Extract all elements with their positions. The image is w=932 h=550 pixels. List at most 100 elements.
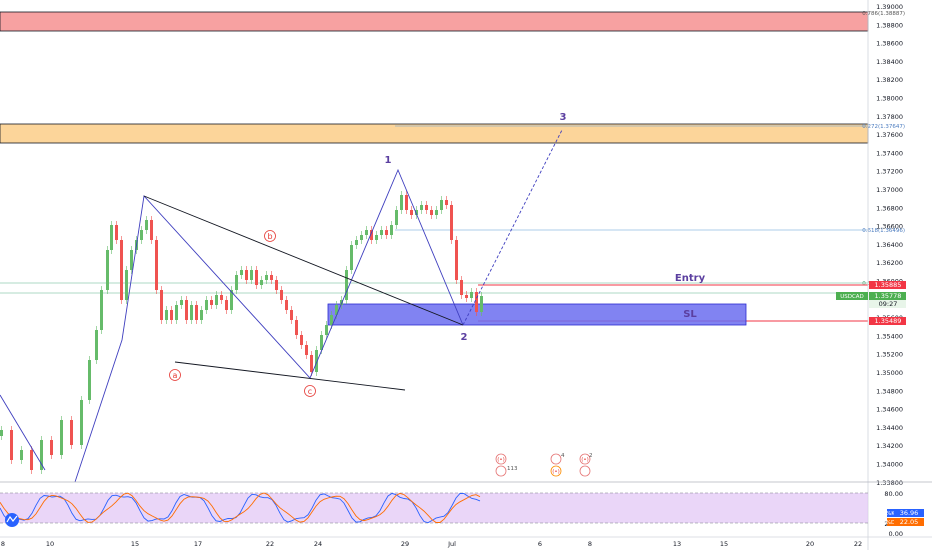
candle-body bbox=[295, 320, 298, 335]
stoch-d-line bbox=[0, 492, 481, 523]
price-tick-label: 1.38600 bbox=[876, 40, 903, 48]
candle-body bbox=[270, 275, 273, 280]
svg-text:09:27: 09:27 bbox=[879, 300, 898, 308]
price-tick-label: 1.34200 bbox=[876, 442, 903, 450]
price-pane[interactable] bbox=[0, 0, 868, 482]
price-axis[interactable]: 1.39000 1.38800 1.38600 1.38400 1.38200 1.380… bbox=[876, 3, 903, 487]
tradingview-logo-icon[interactable] bbox=[5, 513, 19, 527]
event-marker-ca-3[interactable]: (•) 2 bbox=[579, 453, 593, 465]
event-marker-ca-1[interactable]: (•) bbox=[495, 453, 507, 465]
price-tick-label: 1.37400 bbox=[876, 149, 903, 157]
svg-text:36.96: 36.96 bbox=[900, 509, 919, 517]
svg-text:b: b bbox=[267, 232, 272, 241]
price-tick-label: 1.35200 bbox=[876, 351, 903, 359]
candle-body bbox=[150, 220, 153, 240]
candle-body bbox=[385, 230, 388, 235]
svg-text:c: c bbox=[308, 387, 312, 396]
candle-body bbox=[10, 430, 13, 460]
wave-2-label: 2 bbox=[461, 332, 468, 343]
price-tick-label: 1.34000 bbox=[876, 461, 903, 469]
candle-body bbox=[60, 420, 63, 455]
candle-body bbox=[405, 195, 408, 210]
candle-body bbox=[140, 230, 143, 240]
candle-body bbox=[290, 310, 293, 320]
candle-body bbox=[80, 400, 83, 445]
candle-body bbox=[420, 205, 423, 210]
wave-line-left bbox=[0, 394, 46, 471]
candle-body bbox=[265, 275, 268, 280]
resistance-zone[interactable] bbox=[0, 11, 869, 32]
price-tick-label: 1.33800 bbox=[876, 479, 903, 487]
candle-body bbox=[230, 290, 233, 310]
candle-body bbox=[0, 430, 3, 436]
candle-body bbox=[215, 295, 218, 305]
candle-body bbox=[350, 245, 353, 270]
candle-body bbox=[475, 292, 478, 312]
candle-body bbox=[275, 280, 278, 290]
target-zone[interactable] bbox=[0, 123, 869, 144]
wave-3-label: 3 bbox=[560, 112, 567, 123]
current-price-badge: 1.35778 bbox=[869, 292, 906, 300]
d-value-badge: %D 22.05 bbox=[886, 518, 924, 526]
trendline-lower bbox=[174, 361, 406, 391]
candle-body bbox=[200, 310, 203, 320]
candle-body bbox=[205, 300, 208, 310]
candle-body bbox=[430, 210, 433, 215]
candle-body bbox=[480, 296, 483, 312]
candle-body bbox=[130, 250, 133, 270]
candle-body bbox=[400, 195, 403, 210]
price-tick-label: 1.34600 bbox=[876, 406, 903, 414]
svg-text:%K: %K bbox=[886, 511, 895, 517]
candle-body bbox=[440, 200, 443, 210]
svg-text:1.35489: 1.35489 bbox=[875, 317, 902, 325]
price-tick-label: 1.38800 bbox=[876, 21, 903, 29]
event-marker-ca-2[interactable]: (•) bbox=[550, 465, 562, 477]
time-tick-label: 13 bbox=[673, 540, 681, 548]
candle-body bbox=[240, 270, 243, 275]
candle-body bbox=[125, 270, 128, 300]
price-tick-label: 1.34400 bbox=[876, 424, 903, 432]
candle-body bbox=[300, 335, 303, 345]
candle-body bbox=[320, 335, 323, 350]
candle-body bbox=[95, 330, 98, 360]
price-tick-label: 1.37600 bbox=[876, 131, 903, 139]
osc-tick-0: 0.00 bbox=[889, 530, 903, 538]
candle-body bbox=[365, 230, 368, 235]
time-tick-label: 10 bbox=[46, 540, 54, 548]
fib-786-label: 0.786(1.38887) bbox=[862, 11, 905, 17]
candle-body bbox=[170, 310, 173, 320]
entry-label: Entry bbox=[675, 273, 706, 284]
sl-label: SL bbox=[683, 309, 697, 320]
event-marker-us-2[interactable]: 4 bbox=[550, 453, 565, 465]
candle-body bbox=[260, 280, 263, 285]
price-tick-label: 1.35400 bbox=[876, 332, 903, 340]
time-tick-label: 15 bbox=[131, 540, 139, 548]
svg-text:22.05: 22.05 bbox=[900, 518, 919, 526]
candle-body bbox=[465, 295, 468, 298]
entry-zone[interactable] bbox=[327, 303, 747, 326]
price-tick-label: 1.36200 bbox=[876, 259, 903, 267]
time-tick-label: 29 bbox=[401, 540, 409, 548]
time-axis[interactable]: 8 10 15 17 22 24 29 Jul 6 8 13 15 20 22 bbox=[1, 540, 862, 548]
candle-body bbox=[100, 290, 103, 330]
candle-body bbox=[165, 310, 168, 320]
svg-text:%D: %D bbox=[886, 520, 895, 526]
wave-c-marker: c bbox=[304, 385, 316, 397]
event-marker-us-1[interactable]: 113 bbox=[495, 465, 518, 477]
time-tick-label: 15 bbox=[720, 540, 728, 548]
osc-tick-80: 80.00 bbox=[884, 490, 903, 498]
svg-text:1.35885: 1.35885 bbox=[875, 281, 902, 289]
event-marker-us-3[interactable] bbox=[579, 465, 591, 477]
price-tick-label: 1.37000 bbox=[876, 186, 903, 194]
candle-body bbox=[175, 305, 178, 320]
time-tick-label: 22 bbox=[266, 540, 274, 548]
time-tick-label: 24 bbox=[314, 540, 322, 548]
projection-line bbox=[462, 129, 563, 326]
candle-body bbox=[425, 205, 428, 210]
candle-body bbox=[160, 290, 163, 320]
candle-body bbox=[285, 300, 288, 310]
candle-body bbox=[395, 210, 398, 225]
candle-body bbox=[115, 225, 118, 240]
candle-body bbox=[210, 300, 213, 305]
